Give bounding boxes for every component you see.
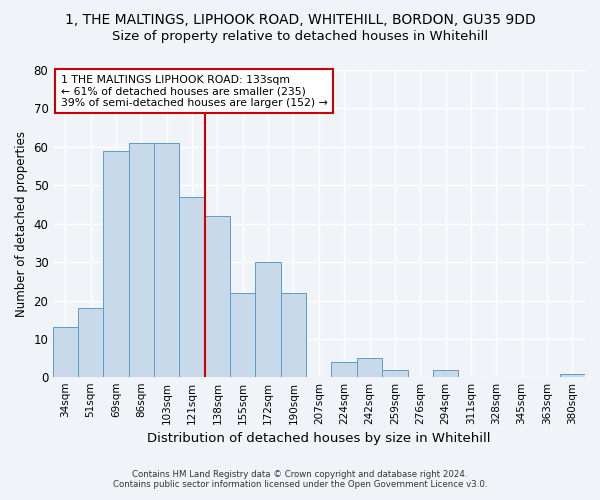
Bar — [281, 293, 306, 378]
Y-axis label: Number of detached properties: Number of detached properties — [15, 130, 28, 316]
Bar — [256, 262, 281, 378]
Text: Contains HM Land Registry data © Crown copyright and database right 2024.
Contai: Contains HM Land Registry data © Crown c… — [113, 470, 487, 489]
Text: 1 THE MALTINGS LIPHOOK ROAD: 133sqm
← 61% of detached houses are smaller (235)
3: 1 THE MALTINGS LIPHOOK ROAD: 133sqm ← 61… — [61, 74, 328, 108]
Bar — [78, 308, 103, 378]
Bar — [230, 293, 256, 378]
Bar — [331, 362, 357, 378]
Bar — [154, 143, 179, 378]
Bar — [357, 358, 382, 378]
Text: Size of property relative to detached houses in Whitehill: Size of property relative to detached ho… — [112, 30, 488, 43]
Bar — [205, 216, 230, 378]
Text: 1, THE MALTINGS, LIPHOOK ROAD, WHITEHILL, BORDON, GU35 9DD: 1, THE MALTINGS, LIPHOOK ROAD, WHITEHILL… — [65, 12, 535, 26]
Bar — [382, 370, 407, 378]
Bar — [179, 197, 205, 378]
Bar — [53, 328, 78, 378]
X-axis label: Distribution of detached houses by size in Whitehill: Distribution of detached houses by size … — [147, 432, 491, 445]
Bar — [560, 374, 585, 378]
Bar — [128, 143, 154, 378]
Bar — [433, 370, 458, 378]
Bar — [103, 150, 128, 378]
